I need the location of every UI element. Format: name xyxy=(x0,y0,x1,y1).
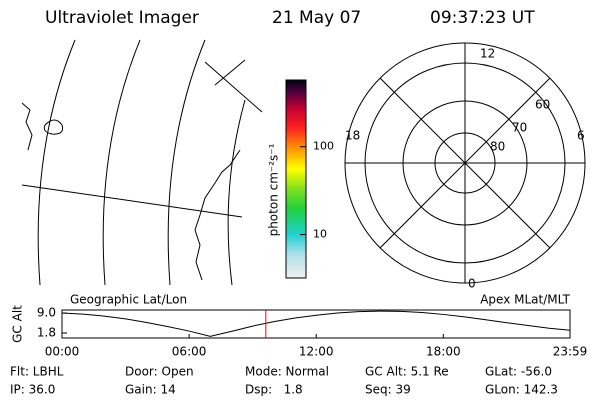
status-field: Dsp: 1.8 xyxy=(245,383,303,397)
x-tick-label: 18:00 xyxy=(426,345,461,359)
x-tick-label: 00:00 xyxy=(45,345,80,359)
colorbar-tick-label: 100 xyxy=(313,140,334,153)
mlat-label: 70 xyxy=(512,121,527,135)
polar-grid xyxy=(344,42,586,284)
map-label: Geographic Lat/Lon xyxy=(70,293,187,307)
mlt-label: 0 xyxy=(468,277,476,291)
orbit-line xyxy=(61,310,571,337)
mlt-label: 6 xyxy=(577,129,585,143)
mlat-label: 60 xyxy=(535,98,550,112)
y-tick-label: 9.0 xyxy=(37,306,56,320)
mlt-label: 12 xyxy=(480,47,495,61)
title: Ultraviolet Imager xyxy=(45,8,199,28)
colorbar-label: photon cm⁻²s⁻¹ xyxy=(267,143,281,236)
map xyxy=(21,39,263,286)
y-axis-label: GC Alt xyxy=(11,305,25,343)
polar-label: Apex MLat/MLT xyxy=(480,293,570,307)
x-tick-label: 23:59 xyxy=(553,345,588,359)
time: 09:37:23 UT xyxy=(430,8,535,28)
status-field: Gain: 14 xyxy=(125,383,176,397)
mlt-label: 18 xyxy=(345,129,360,143)
status-field: GC Alt: 5.1 Re xyxy=(365,365,449,379)
status-field: Door: Open xyxy=(125,365,194,379)
colorbar-tick-label: 10 xyxy=(313,228,327,241)
x-tick-label: 12:00 xyxy=(299,345,334,359)
mlat-label: 80 xyxy=(490,140,505,154)
status-field: IP: 36.0 xyxy=(10,383,55,397)
colorbar xyxy=(285,79,307,279)
status-field: Flt: LBHL xyxy=(10,365,64,379)
status-field: GLat: -56.0 xyxy=(485,365,552,379)
x-tick-label: 06:00 xyxy=(172,345,207,359)
status-field: Mode: Normal xyxy=(245,365,329,379)
date: 21 May 07 xyxy=(272,8,361,28)
status-field: Seq: 39 xyxy=(365,383,411,397)
plot-frame xyxy=(61,309,571,339)
status-field: GLon: 142.3 xyxy=(485,383,558,397)
y-tick-label: 1.8 xyxy=(37,326,56,340)
